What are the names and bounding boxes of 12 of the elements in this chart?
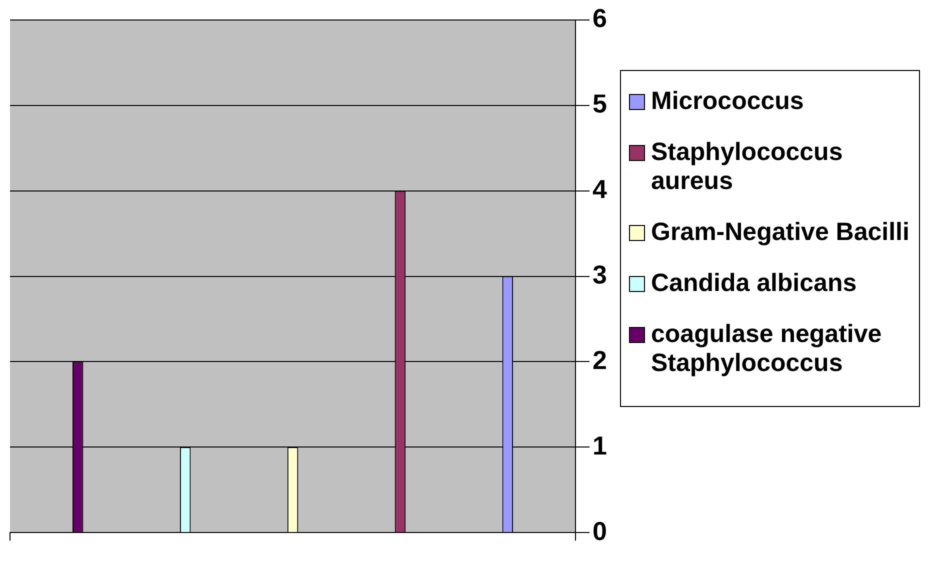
y-tick-label: 3: [592, 259, 608, 290]
legend-label: Staphylococcus aureus: [651, 138, 844, 196]
legend-label: Micrococcus: [651, 87, 804, 116]
y-tick-label: 5: [592, 88, 608, 119]
y-tick-label: 2: [592, 344, 608, 375]
legend-label: Gram-Negative Bacilli: [651, 218, 910, 247]
y-tick-label: 1: [592, 430, 608, 460]
y-tick-label: 0: [592, 516, 608, 546]
y-tick-label: 6: [592, 3, 608, 34]
legend-label: coagulase negative Staphylococcus: [651, 320, 883, 378]
y-tick-label: 4: [592, 174, 608, 204]
legend-label: Candida albicans: [651, 269, 857, 298]
